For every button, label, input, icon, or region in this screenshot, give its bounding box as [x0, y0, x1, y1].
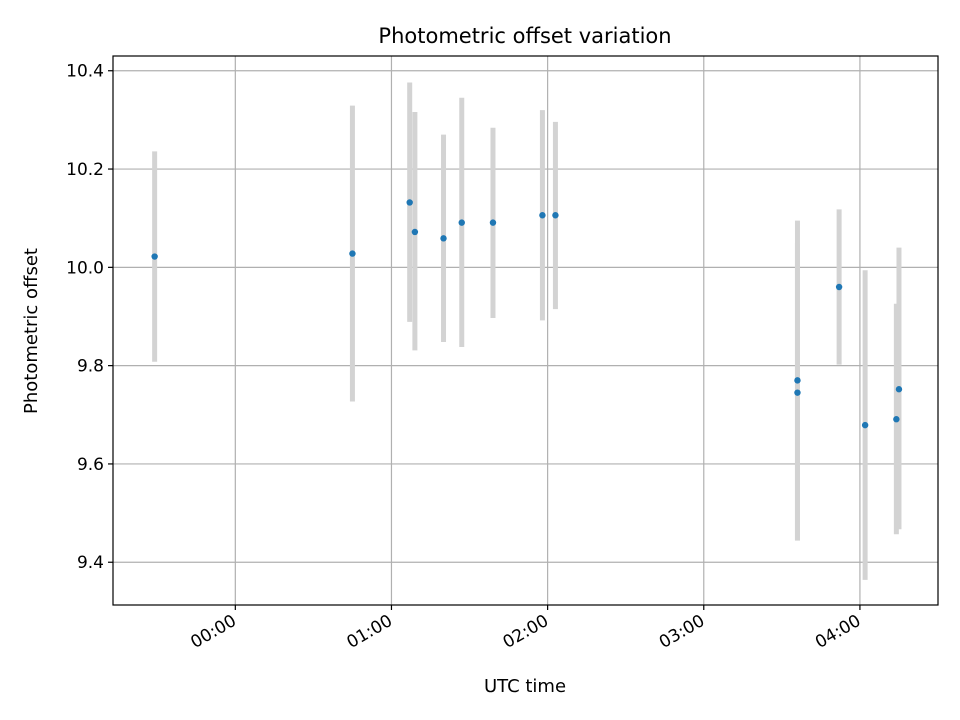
- y-tick-label: 10.0: [66, 258, 104, 278]
- data-point: [406, 199, 413, 206]
- data-point: [411, 228, 419, 236]
- y-tick-label: 10.2: [66, 160, 104, 180]
- x-axis-title: UTC time: [484, 676, 566, 697]
- y-tick-label: 9.6: [77, 455, 104, 475]
- y-tick-label: 10.4: [66, 62, 104, 82]
- y-axis-title: Photometric offset: [21, 248, 42, 414]
- data-point: [489, 219, 497, 226]
- data-point: [349, 250, 356, 257]
- plot-area-frame: [112, 55, 939, 606]
- data-point: [458, 219, 465, 226]
- y-tick-label: 9.4: [77, 553, 104, 573]
- grid: [113, 56, 938, 605]
- data-point: [895, 386, 903, 393]
- data-point: [794, 389, 801, 396]
- data-point: [552, 212, 559, 219]
- data-point: [151, 253, 158, 260]
- y-tick-label: 9.8: [77, 357, 104, 377]
- data-points: [151, 199, 903, 429]
- data-point: [794, 377, 801, 384]
- data-point: [835, 283, 843, 291]
- data-point: [440, 235, 447, 242]
- data-point: [893, 416, 900, 423]
- chart-title: Photometric offset variation: [378, 24, 671, 48]
- data-point: [861, 421, 869, 429]
- data-point: [539, 212, 546, 219]
